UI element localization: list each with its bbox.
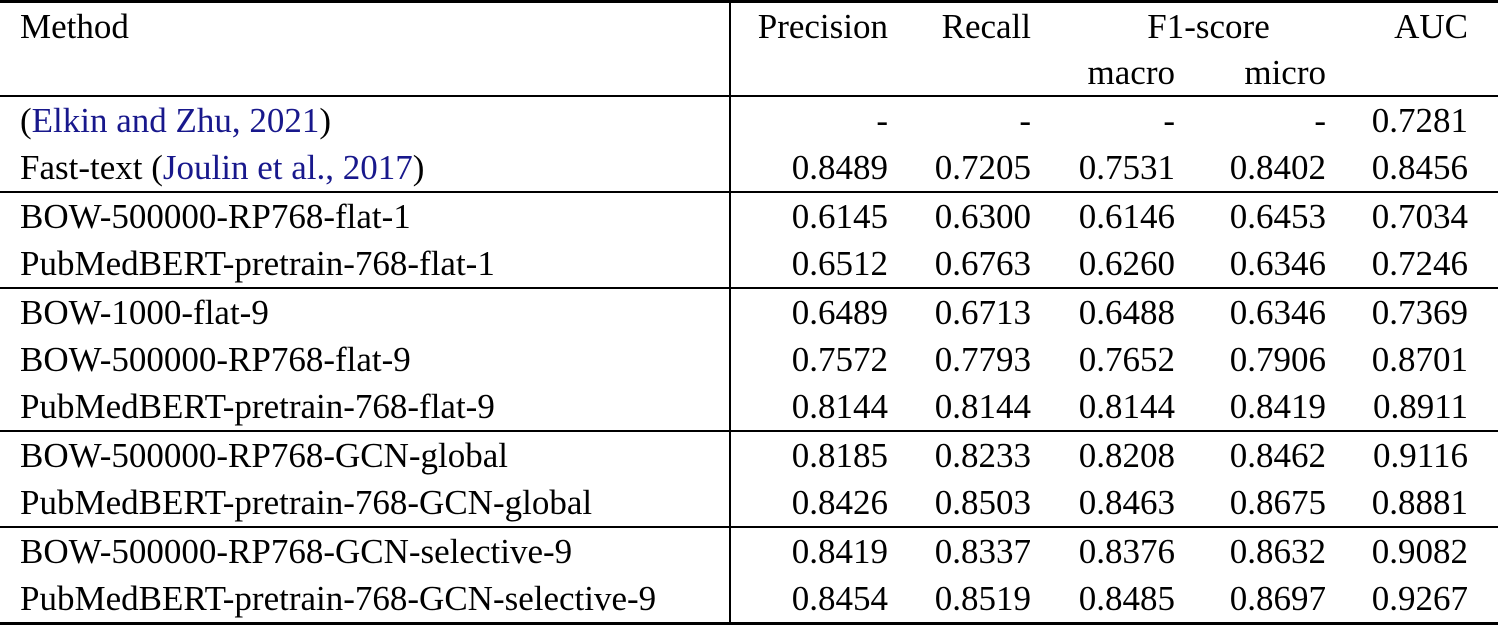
method-cell: PubMedBERT-pretrain-768-GCN-global xyxy=(0,479,731,527)
precision-cell: 0.6145 xyxy=(730,191,918,240)
recall-cell: - xyxy=(1019,101,1031,140)
f1-macro-cell: 0.8376 xyxy=(1061,526,1205,575)
precision-cell: 0.8489 xyxy=(791,148,888,187)
method-cell: BOW-500000-RP768-GCN-global xyxy=(0,430,731,479)
auc-cell: 0.8701 xyxy=(1371,340,1468,379)
recall-cell: 0.8233 xyxy=(918,430,1061,479)
f1-macro-cell: 0.7652 xyxy=(1078,340,1175,379)
table-row-bow-500000-rp768-gcn-global: BOW-500000-RP768-GCN-global 0.8185 0.823… xyxy=(0,430,1498,479)
method-cell: PubMedBERT-pretrain-768-flat-9 xyxy=(0,383,731,431)
auc-cell: 0.7246 xyxy=(1371,244,1468,283)
citation-suffix: ) xyxy=(319,101,332,140)
table-row-bow-500000-rp768-flat-9: BOW-500000-RP768-flat-9 0.7572 0.7793 0.… xyxy=(0,336,1498,383)
precision-cell: 0.6489 xyxy=(730,287,918,336)
f1-macro-cell: 0.8485 xyxy=(1078,579,1175,618)
table-row-bow-1000-flat-9: BOW-1000-flat-9 0.6489 0.6713 0.6488 0.6… xyxy=(0,287,1498,336)
table-row-fast-text: Fast-text (Joulin et al., 2017) 0.8489 0… xyxy=(0,144,1498,192)
auc-cell: 0.9116 xyxy=(1356,430,1498,479)
f1-micro-cell: 0.8675 xyxy=(1229,483,1326,522)
f1-macro-cell: 0.8208 xyxy=(1061,430,1205,479)
citation-suffix: ) xyxy=(412,148,425,187)
precision-cell: 0.8419 xyxy=(730,526,918,575)
method-cell: PubMedBERT-pretrain-768-GCN-selective-9 xyxy=(0,575,731,624)
method-cell: BOW-500000-RP768-flat-9 xyxy=(0,336,731,383)
citation-prefix: Fast-text ( xyxy=(20,148,163,187)
recall-cell: 0.7205 xyxy=(934,148,1031,187)
method-cell: Fast-text (Joulin et al., 2017) xyxy=(0,144,731,192)
col-header-f1-micro: micro xyxy=(1205,50,1356,97)
f1-macro-cell: 0.6260 xyxy=(1078,244,1175,283)
table-row-pubmedbert-pretrain-768-flat-1: PubMedBERT-pretrain-768-flat-1 0.6512 0.… xyxy=(0,240,1498,288)
precision-cell: 0.8426 xyxy=(791,483,888,522)
f1-macro-cell: - xyxy=(1163,101,1175,140)
method-cell: PubMedBERT-pretrain-768-flat-1 xyxy=(0,240,731,288)
precision-cell: 0.8454 xyxy=(791,579,888,618)
recall-cell: 0.6713 xyxy=(918,287,1061,336)
precision-cell: 0.8144 xyxy=(791,387,888,426)
f1-macro-cell: 0.8144 xyxy=(1078,387,1175,426)
recall-cell: 0.8337 xyxy=(918,526,1061,575)
citation-link[interactable]: Joulin et al., 2017 xyxy=(162,148,413,187)
f1-micro-cell: 0.8632 xyxy=(1205,526,1356,575)
f1-micro-cell: 0.6346 xyxy=(1205,287,1356,336)
auc-cell: 0.9082 xyxy=(1356,526,1498,575)
auc-cell: 0.7034 xyxy=(1356,191,1498,240)
precision-cell: 0.8185 xyxy=(730,430,918,479)
method-cell: (Elkin and Zhu, 2021) xyxy=(0,96,731,144)
recall-cell: 0.8519 xyxy=(934,579,1031,618)
table-row-pubmedbert-pretrain-768-gcn-global: PubMedBERT-pretrain-768-GCN-global 0.842… xyxy=(0,479,1498,527)
citation-prefix: ( xyxy=(20,101,32,140)
recall-cell: 0.6763 xyxy=(934,244,1031,283)
f1-macro-cell: 0.8463 xyxy=(1078,483,1175,522)
f1-micro-cell: 0.6346 xyxy=(1229,244,1326,283)
f1-micro-cell: - xyxy=(1314,101,1326,140)
table-row-bow-500000-rp768-flat-1: BOW-500000-RP768-flat-1 0.6145 0.6300 0.… xyxy=(0,191,1498,240)
f1-micro-cell: 0.7906 xyxy=(1229,340,1326,379)
recall-cell: 0.8144 xyxy=(934,387,1031,426)
col-header-auc: AUC xyxy=(1356,1,1498,97)
f1-micro-cell: 0.8462 xyxy=(1205,430,1356,479)
col-header-recall: Recall xyxy=(918,1,1061,97)
recall-cell: 0.8503 xyxy=(934,483,1031,522)
f1-macro-cell: 0.7531 xyxy=(1078,148,1175,187)
col-header-f1-score: F1-score xyxy=(1147,7,1270,46)
precision-cell: 0.7572 xyxy=(791,340,888,379)
header-row-1: Method Precision Recall F1-score AUC xyxy=(0,1,1498,97)
f1-macro-cell: 0.6488 xyxy=(1061,287,1205,336)
auc-cell: 0.8911 xyxy=(1373,387,1468,426)
method-cell: BOW-500000-RP768-flat-1 xyxy=(0,191,731,240)
f1-macro-cell: 0.6146 xyxy=(1061,191,1205,240)
auc-cell: 0.8456 xyxy=(1371,148,1468,187)
citation-link[interactable]: Elkin and Zhu, 2021 xyxy=(31,101,320,140)
method-cell: BOW-1000-flat-9 xyxy=(0,287,731,336)
precision-cell: - xyxy=(876,101,888,140)
table-row-bow-500000-rp768-gcn-selective-9: BOW-500000-RP768-GCN-selective-9 0.8419 … xyxy=(0,526,1498,575)
auc-cell: 0.7281 xyxy=(1371,101,1468,140)
precision-cell: 0.6512 xyxy=(791,244,888,283)
recall-cell: 0.7793 xyxy=(934,340,1031,379)
f1-micro-cell: 0.8419 xyxy=(1229,387,1326,426)
f1-micro-cell: 0.8697 xyxy=(1229,579,1326,618)
col-header-f1-macro: macro xyxy=(1061,50,1205,97)
auc-cell: 0.9267 xyxy=(1371,579,1468,618)
auc-cell: 0.8881 xyxy=(1371,483,1468,522)
method-cell: BOW-500000-RP768-GCN-selective-9 xyxy=(0,526,731,575)
table-row-elkin-zhu: (Elkin and Zhu, 2021) - - - - 0.7281 xyxy=(0,96,1498,144)
table-row-pubmedbert-pretrain-768-gcn-selective-9: PubMedBERT-pretrain-768-GCN-selective-9 … xyxy=(0,575,1498,624)
col-header-precision: Precision xyxy=(730,1,918,97)
col-header-method: Method xyxy=(0,1,731,97)
header-row-2: macro micro xyxy=(0,50,1498,97)
f1-micro-cell: 0.6453 xyxy=(1205,191,1356,240)
table-row-pubmedbert-pretrain-768-flat-9: PubMedBERT-pretrain-768-flat-9 0.8144 0.… xyxy=(0,383,1498,431)
recall-cell: 0.6300 xyxy=(918,191,1061,240)
f1-micro-cell: 0.8402 xyxy=(1229,148,1326,187)
auc-cell: 0.7369 xyxy=(1356,287,1498,336)
